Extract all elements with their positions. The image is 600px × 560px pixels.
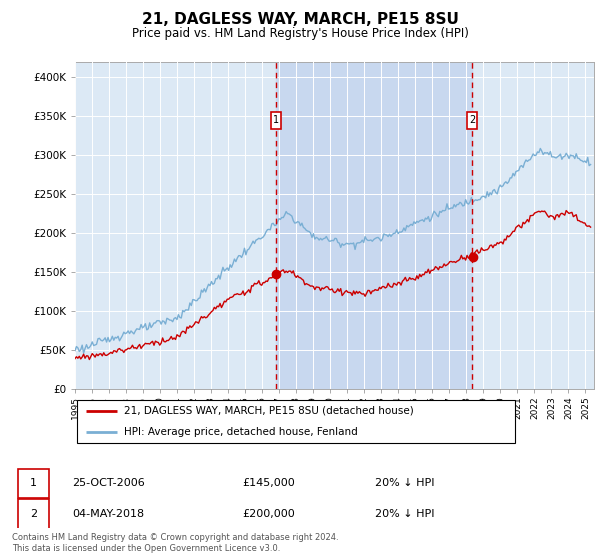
Text: HPI: Average price, detached house, Fenland: HPI: Average price, detached house, Fenl…: [124, 427, 358, 437]
Text: 20% ↓ HPI: 20% ↓ HPI: [375, 478, 434, 488]
Bar: [271, 111, 281, 129]
Text: Contains HM Land Registry data © Crown copyright and database right 2024.
This d: Contains HM Land Registry data © Crown c…: [12, 533, 338, 553]
Text: 21, DAGLESS WAY, MARCH, PE15 8SU (detached house): 21, DAGLESS WAY, MARCH, PE15 8SU (detach…: [124, 406, 413, 416]
Text: 20% ↓ HPI: 20% ↓ HPI: [375, 509, 434, 519]
Text: 25-OCT-2006: 25-OCT-2006: [73, 478, 145, 488]
Text: 04-MAY-2018: 04-MAY-2018: [73, 509, 145, 519]
Text: Price paid vs. HM Land Registry's House Price Index (HPI): Price paid vs. HM Land Registry's House …: [131, 27, 469, 40]
Bar: [276, 62, 472, 389]
Text: 1: 1: [273, 115, 279, 125]
Text: £145,000: £145,000: [242, 478, 295, 488]
Bar: [467, 111, 477, 129]
Text: £200,000: £200,000: [242, 509, 295, 519]
Text: 21, DAGLESS WAY, MARCH, PE15 8SU: 21, DAGLESS WAY, MARCH, PE15 8SU: [142, 12, 458, 27]
Text: 2: 2: [30, 509, 37, 519]
Bar: [18, 469, 49, 498]
Text: 2: 2: [469, 115, 475, 125]
Bar: [18, 500, 49, 529]
Text: 1: 1: [30, 478, 37, 488]
